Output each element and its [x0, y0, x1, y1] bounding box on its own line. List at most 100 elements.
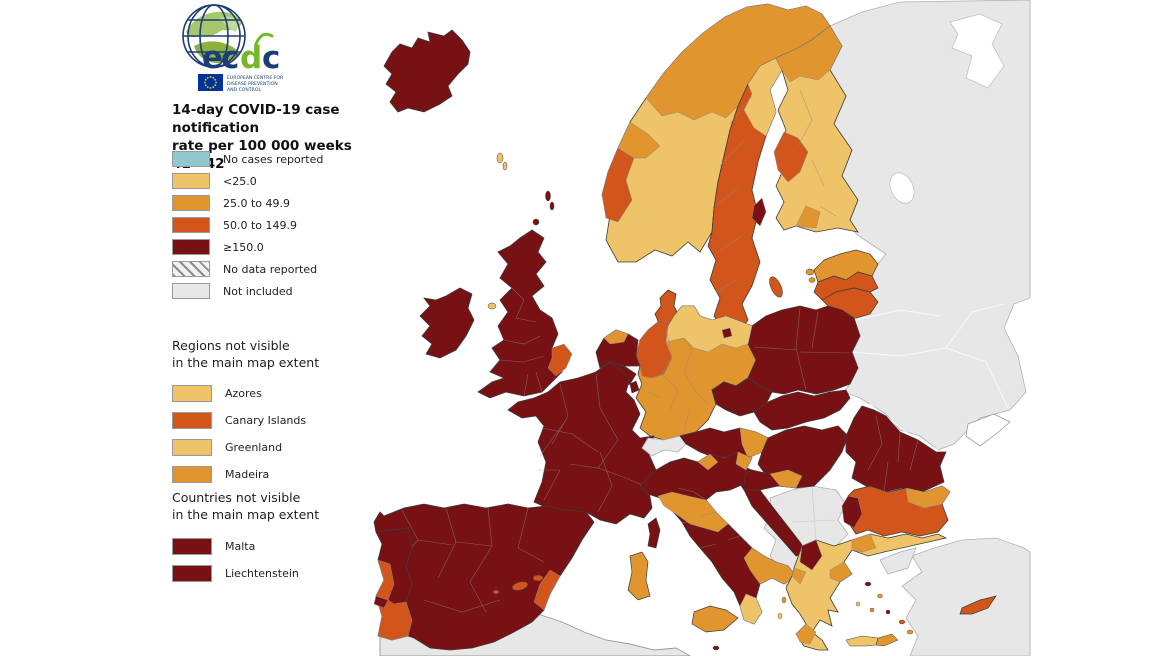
swatch-greenland	[172, 439, 212, 456]
region-italy-friuli	[735, 451, 753, 471]
region-romania	[845, 405, 947, 493]
region-czechia	[711, 377, 773, 417]
legend-swatch-50-149	[172, 217, 210, 233]
region-faroe-islands	[496, 152, 504, 164]
region-balearic-islands	[511, 581, 529, 591]
region-norway-west	[601, 147, 635, 223]
region-balearic-islands	[492, 589, 500, 595]
legend-row-25-49: 25.0 to 49.9	[172, 192, 323, 214]
region-estonia-islands	[805, 268, 815, 276]
region-bulgaria-northeast	[905, 485, 951, 509]
lake-ladoga	[889, 172, 915, 204]
region-shetland	[545, 190, 551, 202]
logo-subtitle: EUROPEAN CENTRE FOR DISEASE PREVENTION A…	[227, 75, 284, 93]
legend-label: 25.0 to 49.9	[223, 196, 291, 210]
region-slovakia	[753, 389, 851, 431]
region-crimea	[965, 413, 1011, 447]
label-azores: Azores	[225, 387, 262, 400]
sweden-region-borders	[715, 95, 753, 293]
uk-region-borders	[499, 287, 545, 397]
legend-label: No cases reported	[223, 152, 324, 166]
legend-row-no-data: No data reported	[172, 258, 323, 280]
region-italy-central	[657, 491, 729, 533]
countries-not-visible-list: Malta Liechtenstein	[172, 533, 299, 587]
swatch-azores	[172, 385, 212, 402]
france-region-borders	[538, 373, 645, 513]
region-turkey-thrace	[879, 547, 917, 575]
spain-region-borders	[397, 507, 545, 613]
legend-swatch-ge150	[172, 239, 210, 255]
svg-text:e: e	[202, 40, 223, 76]
region-germany-northeast	[665, 305, 753, 353]
heading-line: in the main map extent	[172, 506, 320, 522]
region-aegean-island	[869, 607, 875, 613]
non-eu-internal-borders	[851, 303, 1009, 451]
region-cyprus	[959, 595, 997, 615]
label-greenland: Greenland	[225, 441, 283, 454]
region-luxembourg	[629, 380, 640, 394]
heading-line: Countries not visible	[172, 490, 301, 505]
legend-row-not-included: Not included	[172, 280, 323, 302]
region-croatia-east	[769, 469, 803, 489]
region-latvia	[813, 271, 879, 301]
label-madeira: Madeira	[225, 468, 270, 481]
region-crete-west	[845, 635, 879, 647]
region-aegean-island	[906, 629, 914, 635]
region-italy-calabria	[739, 593, 763, 625]
svg-text:c: c	[221, 40, 239, 76]
legend-label: Not included	[223, 284, 293, 298]
region-gotland	[769, 276, 783, 298]
svg-text:DISEASE PREVENTION: DISEASE PREVENTION	[227, 81, 278, 87]
countries-not-visible-heading: Countries not visible in the main map ex…	[172, 490, 319, 523]
row-madeira: Madeira	[172, 461, 306, 488]
map-title-line1: 14-day COVID-19 case notification	[172, 102, 340, 136]
region-italy-trentino	[697, 453, 719, 471]
legend-swatch-not-included	[172, 283, 210, 299]
region-greece-macedonia	[851, 533, 877, 553]
region-greece-northwest	[799, 539, 823, 571]
ecdc-wordmark: e c d c	[202, 32, 280, 76]
map-title: 14-day COVID-19 case notification rate p…	[172, 101, 370, 173]
romania-region-borders	[867, 415, 919, 493]
italy-region-borders	[677, 487, 741, 549]
svg-text:d: d	[240, 40, 262, 76]
region-faroe-islands	[502, 161, 508, 171]
heading-line: in the main map extent	[172, 354, 320, 370]
legend-row-lt25: <25.0	[172, 170, 323, 192]
region-greece-thessaly	[829, 561, 853, 583]
region-greece-peloponnese-west	[795, 623, 817, 645]
ecdc-logo: e c d c EUROPEAN CENTRE FOR DISEASE PREV…	[182, 4, 284, 93]
legend-row-ge150: ≥150.0	[172, 236, 323, 258]
legend-row-50-149: 50.0 to 149.9	[172, 214, 323, 236]
regions-not-visible-list: Azores Canary Islands Greenland Madeira	[172, 380, 306, 488]
svg-text:c: c	[262, 40, 280, 76]
legend-label: 50.0 to 149.9	[223, 218, 298, 232]
swatch-malta	[172, 538, 212, 555]
legend: No cases reported <25.0 25.0 to 49.9 50.…	[172, 148, 323, 302]
region-sardinia	[627, 551, 651, 601]
svg-text:EUROPEAN CENTRE FOR: EUROPEAN CENTRE FOR	[227, 75, 284, 81]
region-sweden-east	[751, 197, 767, 227]
white-sea	[949, 13, 1005, 89]
region-finland-south	[795, 205, 821, 229]
region-aegean-island	[855, 601, 861, 607]
row-canary-islands: Canary Islands	[172, 407, 306, 434]
legend-swatch-lt25	[172, 173, 210, 189]
region-portugal-south	[375, 595, 413, 641]
row-azores: Azores	[172, 380, 306, 407]
region-iceland	[383, 29, 471, 113]
legend-swatch-no-cases	[172, 151, 210, 167]
regions-not-visible-heading: Regions not visible in the main map exte…	[172, 338, 319, 371]
region-portugal-lisbon	[373, 595, 389, 609]
swatch-canary-islands	[172, 412, 212, 429]
region-aegean-island	[877, 593, 883, 599]
region-sicily	[691, 605, 739, 633]
row-malta: Malta	[172, 533, 299, 560]
poland-region-borders	[753, 307, 851, 391]
legend-swatch-25-49	[172, 195, 210, 211]
row-greenland: Greenland	[172, 434, 306, 461]
region-malta	[712, 645, 720, 651]
region-orkney	[532, 218, 540, 226]
